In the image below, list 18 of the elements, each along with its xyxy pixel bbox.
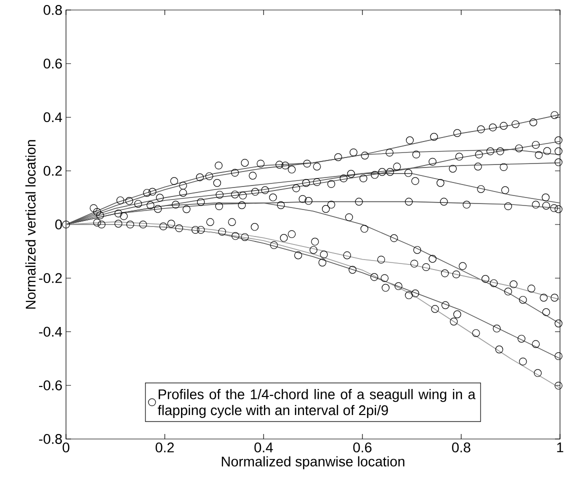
- x-tick-label: 0: [62, 442, 70, 452]
- y-tick-label: -0.6: [39, 380, 62, 390]
- y-axis-title: Normalized vertical location: [25, 140, 36, 309]
- y-tick-label: 0.4: [44, 112, 62, 122]
- x-tick-label: 0.8: [452, 442, 470, 452]
- x-tick-label: 0.2: [156, 442, 174, 452]
- y-tick-label: -0.8: [39, 434, 62, 444]
- x-axis-title: Normalized spanwise location: [222, 456, 404, 470]
- legend-label: Profiles of the 1/4-chord line of a seagull wing in a flapping cycle with an interval of 2pi/9: [158, 389, 476, 418]
- y-tick-label: 0.8: [44, 5, 62, 15]
- y-tick-label: -0.4: [39, 326, 62, 337]
- y-tick-label: 0: [55, 220, 62, 230]
- x-tick-label: 0.4: [254, 442, 273, 452]
- y-tick-label: -0.2: [39, 273, 62, 284]
- x-tick-label: 0.6: [353, 442, 372, 452]
- y-tick-label: 0.6: [44, 58, 62, 69]
- y-tick-label: 0.2: [44, 166, 62, 176]
- x-tick-label: 1: [557, 442, 564, 452]
